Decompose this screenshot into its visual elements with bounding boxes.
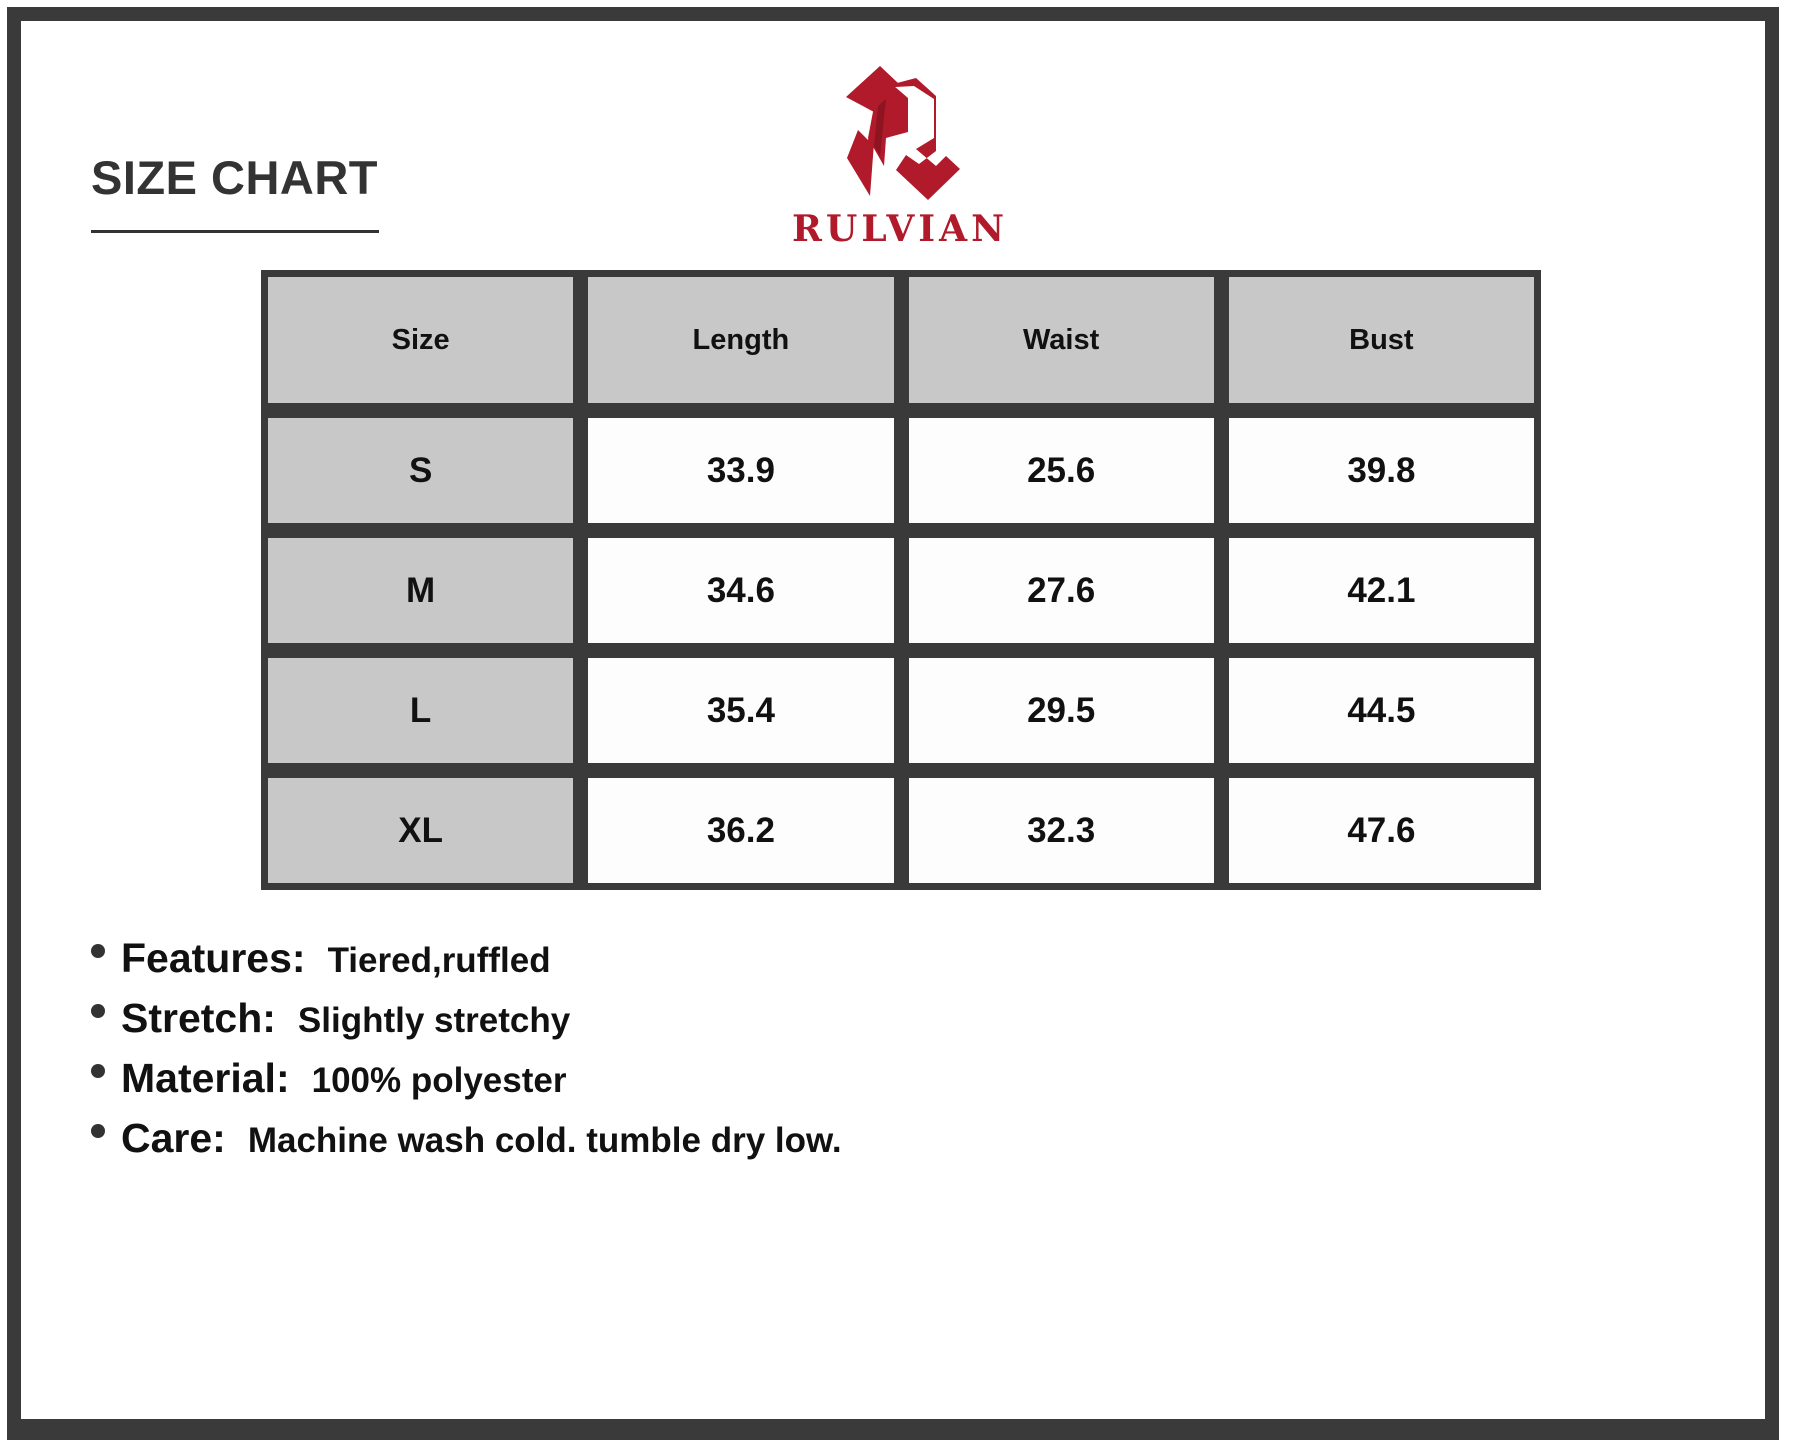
- page-title: SIZE CHART: [91, 151, 378, 204]
- waist-cell: 27.6: [908, 538, 1214, 643]
- size-cell: M: [268, 538, 574, 643]
- length-cell: 35.4: [588, 658, 894, 763]
- header-size: Size: [268, 277, 574, 403]
- bust-cell: 44.5: [1228, 658, 1534, 763]
- bullet-icon: [91, 1004, 105, 1018]
- feature-label: Features:: [121, 935, 306, 981]
- length-cell: 33.9: [588, 418, 894, 523]
- page-frame: [7, 7, 1779, 1440]
- feature-item: Care: Machine wash cold. tumble dry low.: [91, 1115, 842, 1175]
- feature-value: 100% polyester: [311, 1061, 567, 1100]
- size-table: Size Length Waist Bust S 33.9 25.6 39.8 …: [261, 270, 1541, 890]
- waist-cell: 25.6: [908, 418, 1214, 523]
- length-cell: 36.2: [588, 778, 894, 883]
- bust-cell: 42.1: [1228, 538, 1534, 643]
- feature-list: Features: Tiered,ruffled Stretch: Slight…: [91, 935, 842, 1175]
- feature-value: Slightly stretchy: [297, 1001, 571, 1040]
- feature-item: Material: 100% polyester: [91, 1055, 842, 1115]
- feature-value: Tiered,ruffled: [327, 941, 551, 980]
- bust-cell: 47.6: [1228, 778, 1534, 883]
- header-waist: Waist: [908, 277, 1214, 403]
- feature-label: Stretch:: [121, 995, 276, 1041]
- feature-label: Material:: [121, 1055, 290, 1101]
- bust-cell: 39.8: [1228, 418, 1534, 523]
- brand-name: RULVIAN: [792, 208, 1008, 250]
- feature-item: Features: Tiered,ruffled: [91, 935, 842, 995]
- size-cell: S: [268, 418, 574, 523]
- header-length: Length: [588, 277, 894, 403]
- brand-logo: [846, 66, 960, 200]
- logo-r-shade: [874, 99, 886, 156]
- waist-cell: 32.3: [908, 778, 1214, 883]
- bullet-icon: [91, 944, 105, 958]
- length-cell: 34.6: [588, 538, 894, 643]
- feature-label: Care:: [121, 1115, 226, 1161]
- feature-item: Stretch: Slightly stretchy: [91, 995, 842, 1055]
- feature-value: Machine wash cold. tumble dry low.: [247, 1121, 842, 1160]
- bullet-icon: [91, 1064, 105, 1078]
- logo-r-bowl: [878, 78, 960, 200]
- size-cell: XL: [268, 778, 574, 883]
- bullet-icon: [91, 1124, 105, 1138]
- size-cell: L: [268, 658, 574, 763]
- header-bust: Bust: [1228, 277, 1534, 403]
- waist-cell: 29.5: [908, 658, 1214, 763]
- title-underline: [91, 230, 379, 233]
